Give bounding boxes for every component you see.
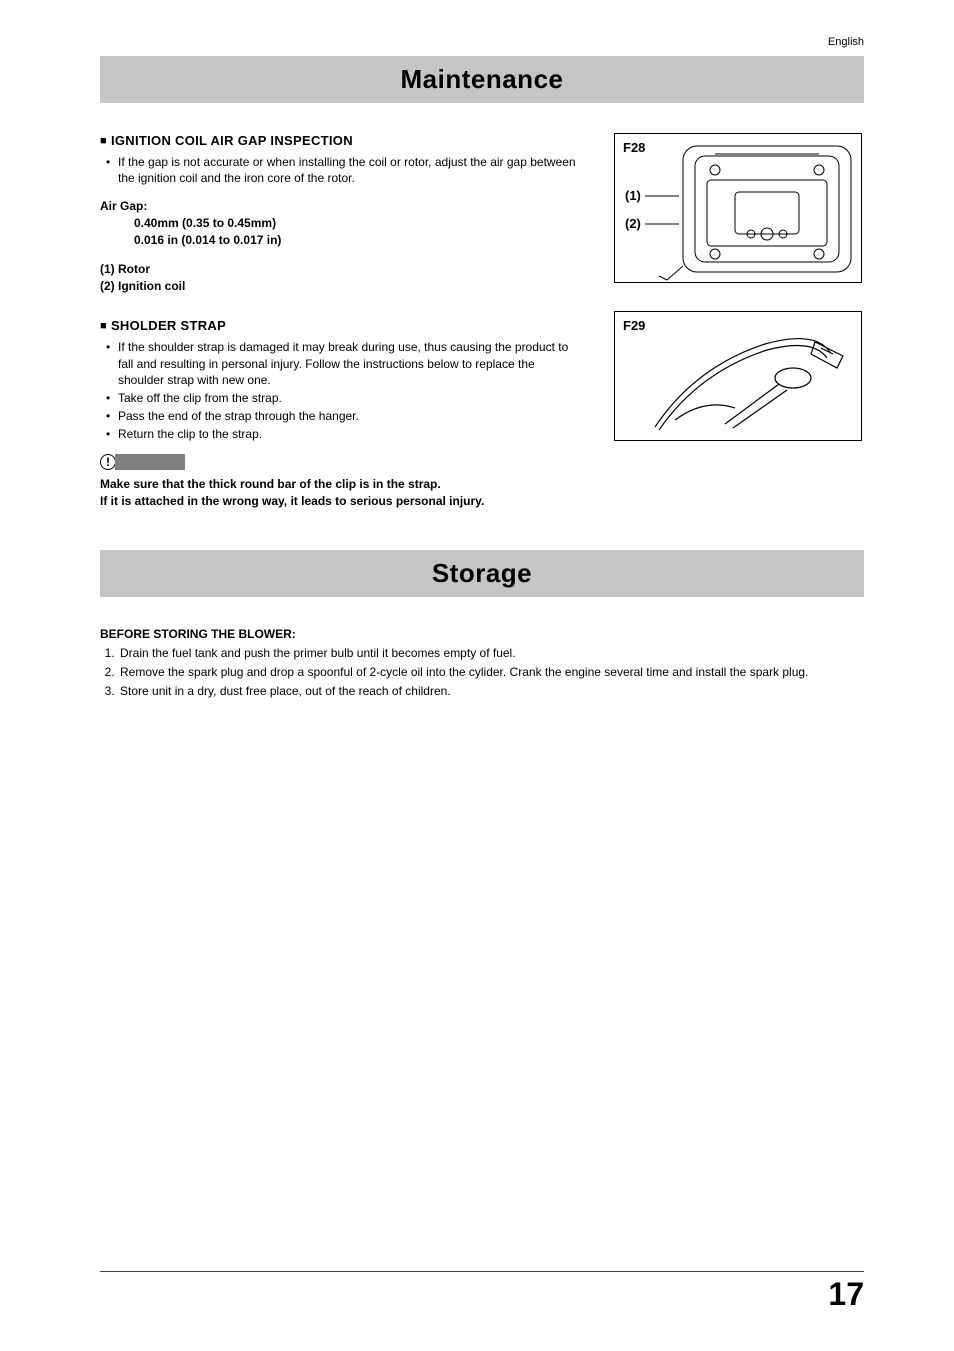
section-title-storage: Storage — [100, 550, 864, 597]
warning-icon: ! — [100, 454, 116, 470]
warning-line-2: If it is attached in the wrong way, it l… — [100, 493, 584, 510]
page-footer: 17 — [100, 1271, 864, 1313]
storage-step-1: Drain the fuel tank and push the primer … — [118, 645, 864, 662]
warning-bar — [115, 454, 185, 470]
ignition-bullet-list: If the gap is not accurate or when insta… — [100, 154, 584, 186]
strap-bullet-4: Return the clip to the strap. — [106, 426, 584, 442]
storage-step-2: Remove the spark plug and drop a spoonfu… — [118, 664, 864, 681]
section-title-maintenance: Maintenance — [100, 56, 864, 103]
strap-bullet-3: Pass the end of the strap through the ha… — [106, 408, 584, 424]
storage-subheading: BEFORE STORING THE BLOWER: — [100, 627, 864, 641]
strap-bullet-list: If the shoulder strap is damaged it may … — [100, 339, 584, 442]
square-bullet-icon: ■ — [100, 320, 107, 332]
figure-f29: F29 — [614, 311, 862, 441]
page-number: 17 — [828, 1276, 864, 1312]
storage-steps: Drain the fuel tank and push the primer … — [100, 645, 864, 699]
storage-step-3: Store unit in a dry, dust free place, ou… — [118, 683, 864, 700]
text-column: ■ IGNITION COIL AIR GAP INSPECTION If the… — [100, 133, 584, 550]
figure-f28: F28 (1) (2) — [614, 133, 862, 283]
content-row: ■ IGNITION COIL AIR GAP INSPECTION If the… — [100, 133, 864, 550]
figure-f29-illustration — [615, 312, 863, 442]
square-bullet-icon: ■ — [100, 135, 107, 147]
figure-f28-illustration — [615, 134, 863, 284]
subheading-ignition-text: IGNITION COIL AIR GAP INSPECTION — [111, 133, 353, 148]
warning-text: Make sure that the thick round bar of th… — [100, 476, 584, 510]
manual-page: English Maintenance ■ IGNITION COIL AIR G… — [0, 0, 954, 1351]
key-ignition-coil: (2) Ignition coil — [100, 278, 584, 295]
subheading-ignition: ■ IGNITION COIL AIR GAP INSPECTION — [100, 133, 584, 148]
warning-badge: ! — [100, 454, 584, 470]
air-gap-label: Air Gap: — [100, 198, 584, 215]
air-gap-value-1: 0.40mm (0.35 to 0.45mm) — [100, 215, 584, 232]
callout-key-list: (1) Rotor (2) Ignition coil — [100, 261, 584, 295]
warning-line-1: Make sure that the thick round bar of th… — [100, 476, 584, 493]
ignition-bullet-1: If the gap is not accurate or when insta… — [106, 154, 584, 186]
subheading-strap-text: SHOLDER STRAP — [111, 318, 226, 333]
strap-bullet-1: If the shoulder strap is damaged it may … — [106, 339, 584, 388]
strap-bullet-2: Take off the clip from the strap. — [106, 390, 584, 406]
air-gap-value-2: 0.016 in (0.014 to 0.017 in) — [100, 232, 584, 249]
figure-column: F28 (1) (2) — [614, 133, 864, 469]
language-label: English — [100, 36, 864, 48]
key-rotor: (1) Rotor — [100, 261, 584, 278]
subheading-strap: ■ SHOLDER STRAP — [100, 318, 584, 333]
